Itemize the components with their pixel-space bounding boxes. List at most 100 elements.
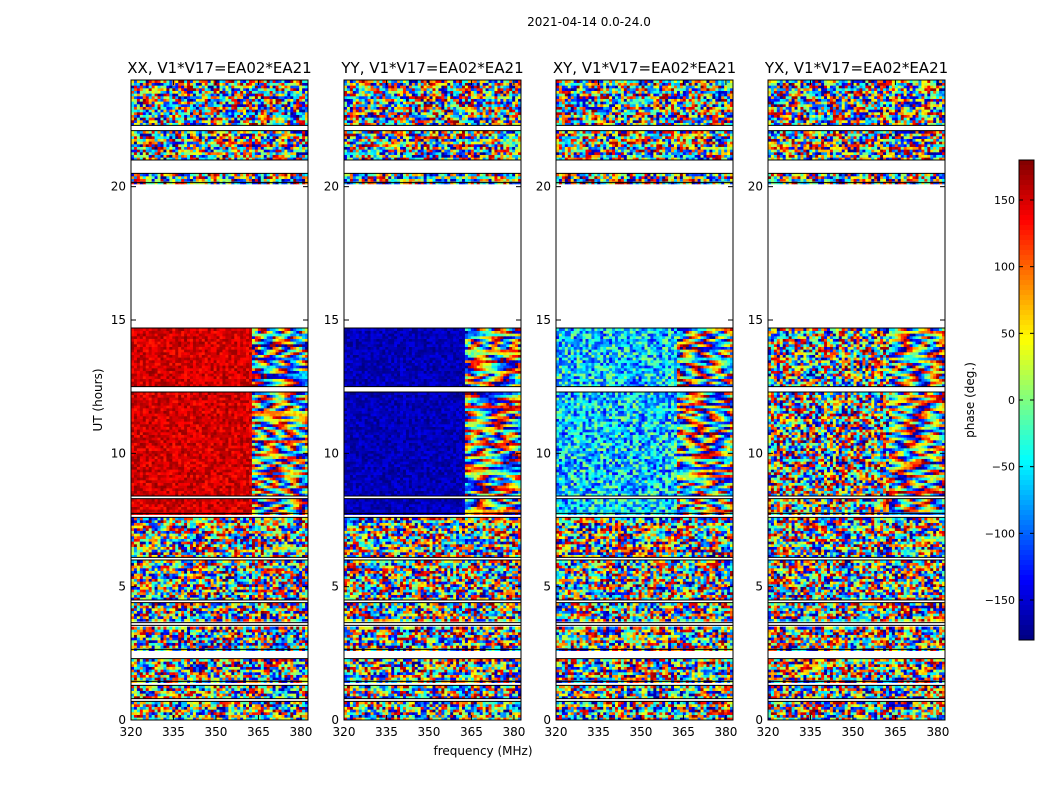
phase-cell	[234, 664, 238, 667]
phase-cell	[133, 581, 138, 585]
phase-cell	[305, 469, 308, 473]
phase-cell	[195, 573, 200, 577]
phase-cell	[263, 546, 268, 550]
phase-cell	[178, 525, 182, 529]
phase-cell	[216, 632, 220, 635]
phase-cell	[195, 597, 200, 601]
phase-cell	[148, 533, 153, 537]
phase-cell	[157, 605, 161, 609]
phase-cell	[219, 546, 223, 550]
phase-cell	[187, 714, 191, 718]
phase-cell	[299, 605, 303, 609]
phase-cell	[172, 589, 176, 593]
phase-cell	[225, 701, 229, 705]
phase-cell	[299, 501, 303, 505]
phase-cell	[243, 549, 247, 553]
phase-cell	[145, 640, 150, 643]
phase-cell	[219, 573, 223, 577]
phase-cell	[201, 717, 206, 720]
phase-cell	[287, 576, 291, 579]
phase-cell	[142, 666, 147, 670]
phase-cell	[287, 696, 291, 699]
phase-cell	[204, 498, 209, 502]
phase-cell	[299, 533, 303, 537]
phase-cell	[175, 504, 179, 507]
phase-cell	[178, 714, 182, 718]
phase-cell	[302, 658, 306, 662]
phase-cell	[151, 568, 155, 571]
phase-cell	[145, 554, 150, 558]
phase-cell	[249, 565, 253, 569]
phase-cell	[207, 560, 212, 563]
phase-cell	[195, 509, 200, 513]
phase-cell	[287, 538, 291, 542]
phase-cell	[299, 562, 303, 566]
phase-cell	[151, 592, 155, 595]
phase-cell	[281, 594, 285, 598]
phase-cell	[145, 472, 150, 475]
phase-cell	[142, 645, 147, 649]
phase-cell	[151, 472, 155, 475]
phase-cell	[302, 712, 306, 715]
phase-cell	[296, 642, 300, 646]
phase-cell	[145, 469, 150, 473]
phase-cell	[181, 501, 185, 505]
phase-cell	[169, 613, 173, 617]
phase-cell	[190, 613, 194, 617]
phase-cell	[278, 509, 282, 513]
phase-cell	[243, 573, 247, 577]
phase-cell	[157, 562, 161, 566]
phase-cell	[251, 709, 256, 713]
phase-cell	[287, 480, 291, 483]
phase-cell	[195, 592, 200, 595]
phase-cell	[136, 493, 141, 497]
phase-cell	[136, 669, 141, 673]
phase-cell	[198, 640, 203, 643]
phase-cell	[305, 482, 308, 486]
phase-cell	[204, 714, 209, 718]
phase-cell	[237, 560, 241, 563]
phase-cell	[287, 594, 291, 598]
phase-cell	[254, 509, 259, 513]
phase-cell	[151, 490, 155, 494]
phase-cell	[198, 581, 203, 585]
phase-cell	[225, 610, 229, 614]
phase-cell	[163, 552, 167, 555]
phase-cell	[216, 597, 220, 601]
phase-cell	[269, 560, 273, 563]
phase-cell	[213, 562, 217, 566]
phase-cell	[195, 672, 200, 675]
phase-cell	[234, 605, 238, 609]
phase-cell	[181, 645, 185, 649]
phase-cell	[296, 634, 300, 638]
phase-cell	[302, 594, 306, 598]
phase-cell	[254, 504, 259, 507]
phase-cell	[302, 677, 306, 681]
phase-cell	[192, 693, 197, 697]
phase-cell	[302, 576, 306, 579]
phase-cell	[240, 594, 244, 598]
phase-cell	[204, 525, 209, 529]
phase-cell	[190, 490, 194, 494]
phase-cell	[142, 477, 147, 481]
phase-cell	[210, 552, 214, 555]
phase-cell	[254, 565, 259, 569]
phase-cell	[231, 672, 235, 675]
phase-cell	[160, 592, 164, 595]
phase-cell	[160, 544, 164, 547]
phase-cell	[190, 549, 194, 553]
phase-cell	[133, 485, 138, 489]
phase-cell	[213, 504, 217, 507]
phase-cell	[237, 538, 241, 542]
phase-cell	[160, 493, 164, 497]
phase-cell	[305, 688, 308, 691]
phase-cell	[305, 640, 308, 643]
phase-cell	[249, 586, 253, 590]
phase-cell	[139, 570, 144, 574]
phase-cell	[187, 581, 191, 585]
phase-cell	[305, 509, 308, 513]
phase-cell	[272, 664, 276, 667]
phase-cell	[213, 634, 217, 638]
phase-cell	[275, 629, 279, 633]
